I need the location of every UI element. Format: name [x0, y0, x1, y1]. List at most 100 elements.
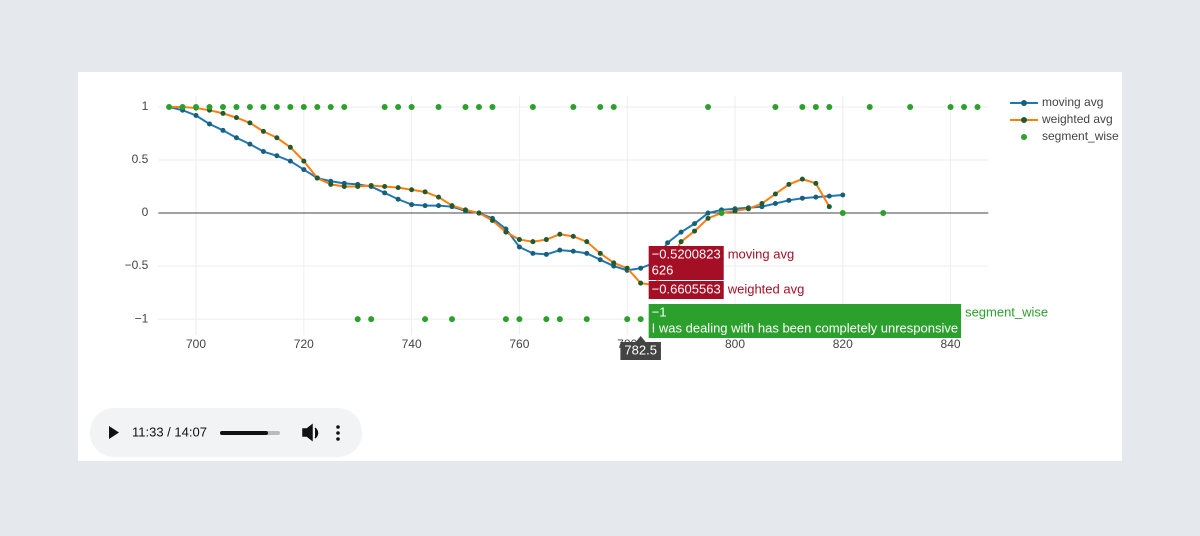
- point: [166, 104, 173, 111]
- point: [705, 210, 711, 216]
- hover-x-box: [620, 342, 661, 360]
- point: [273, 104, 280, 111]
- point: [207, 121, 213, 127]
- hover-x-arrow: [635, 336, 646, 342]
- x-tick-label: 740: [402, 337, 422, 351]
- point: [287, 158, 293, 164]
- point: [381, 104, 388, 111]
- y-tick-label: 0.5: [132, 152, 149, 166]
- x-tick-label: 700: [186, 337, 206, 351]
- point: [274, 153, 280, 159]
- hover-x-label: 782.5: [624, 342, 657, 357]
- hover-box: [648, 304, 962, 338]
- point: [799, 104, 806, 111]
- point: [638, 265, 644, 271]
- hover-text: I was dealing with has been completely u…: [652, 320, 958, 335]
- point: [692, 221, 698, 227]
- legend-label: weighted avg: [1041, 112, 1113, 126]
- x-tick-label: 760: [509, 337, 529, 351]
- point: [597, 250, 603, 256]
- point: [556, 316, 563, 323]
- point: [422, 316, 429, 323]
- point: [745, 206, 751, 212]
- menu-button[interactable]: [336, 425, 340, 441]
- point: [246, 104, 253, 111]
- point: [529, 104, 536, 111]
- point: [570, 233, 576, 239]
- point: [530, 239, 536, 245]
- point: [314, 175, 320, 181]
- point: [530, 250, 536, 256]
- x-tick-label: 720: [294, 337, 314, 351]
- point: [179, 104, 186, 111]
- point: [826, 193, 832, 199]
- point: [341, 184, 347, 190]
- point: [826, 104, 833, 111]
- volume-button[interactable]: [302, 423, 319, 442]
- x-tick-label: 800: [725, 337, 745, 351]
- point: [368, 316, 375, 323]
- point: [839, 210, 846, 217]
- point: [463, 207, 469, 213]
- plot: [158, 96, 989, 335]
- point: [408, 104, 415, 111]
- point: [813, 180, 819, 186]
- point: [624, 265, 630, 271]
- point: [422, 189, 428, 195]
- point: [301, 158, 307, 164]
- point: [786, 197, 792, 203]
- point: [260, 104, 267, 111]
- point: [233, 135, 239, 141]
- point: [354, 316, 361, 323]
- point: [597, 104, 604, 111]
- point: [557, 247, 563, 253]
- point: [193, 112, 199, 118]
- point: [260, 149, 266, 155]
- point: [718, 210, 725, 217]
- point: [435, 104, 442, 111]
- point: [409, 187, 415, 193]
- point: [570, 104, 577, 111]
- play-button[interactable]: [109, 426, 119, 439]
- point: [475, 104, 482, 111]
- point: [260, 128, 266, 134]
- point: [328, 181, 334, 187]
- point: [300, 104, 307, 111]
- point: [759, 201, 765, 207]
- hover-name: segment_wise: [965, 304, 1048, 319]
- point: [880, 210, 887, 217]
- point: [220, 127, 226, 133]
- point: [786, 181, 792, 187]
- point: [543, 237, 549, 243]
- point: [584, 250, 590, 256]
- audio-progress: [220, 431, 268, 435]
- point: [840, 192, 846, 198]
- hover-text: 626: [652, 262, 674, 277]
- point: [233, 104, 240, 111]
- point: [907, 104, 914, 111]
- point: [409, 202, 415, 208]
- point: [678, 239, 684, 245]
- point: [866, 104, 873, 111]
- point: [813, 194, 819, 200]
- point: [382, 190, 388, 196]
- point: [826, 204, 832, 210]
- point: [502, 316, 509, 323]
- y-tick-label: −1: [135, 311, 149, 325]
- x-tick-label: 820: [833, 337, 853, 351]
- x-tick-label: 840: [941, 337, 961, 351]
- point: [436, 203, 442, 209]
- hover-value: −0.6605563: [652, 281, 721, 296]
- point: [772, 201, 778, 207]
- point: [516, 244, 522, 250]
- hover-label: −0.6605563 weighted avg: [648, 281, 804, 299]
- legend-marker: [1021, 100, 1027, 106]
- point: [799, 195, 805, 201]
- point: [557, 231, 563, 237]
- point: [611, 260, 617, 266]
- point: [583, 316, 590, 323]
- y-tick-label: 1: [142, 99, 149, 113]
- point: [219, 104, 226, 111]
- point: [543, 316, 550, 323]
- hover-label: −1I was dealing with has been completely…: [648, 304, 1048, 338]
